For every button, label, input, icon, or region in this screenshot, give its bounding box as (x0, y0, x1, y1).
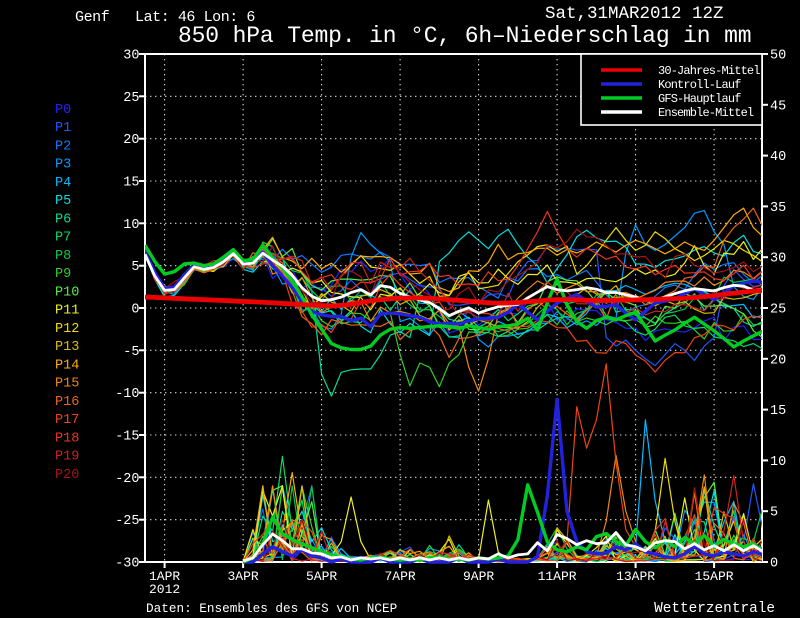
svg-text:P18: P18 (55, 431, 79, 446)
svg-text:P17: P17 (55, 413, 79, 428)
svg-text:2012: 2012 (149, 582, 180, 597)
svg-text:45: 45 (770, 99, 786, 114)
svg-text:9APR: 9APR (463, 569, 494, 584)
svg-text:15APR: 15APR (695, 569, 734, 584)
svg-text:GFS-Hauptlauf: GFS-Hauptlauf (658, 92, 741, 106)
svg-text:3APR: 3APR (227, 569, 258, 584)
svg-text:30: 30 (770, 252, 786, 267)
svg-text:P15: P15 (55, 377, 79, 392)
svg-text:35: 35 (770, 201, 786, 216)
svg-text:10: 10 (123, 218, 139, 233)
svg-text:30: 30 (123, 49, 139, 64)
svg-text:P13: P13 (55, 340, 79, 355)
svg-text:-30: -30 (115, 557, 139, 572)
svg-text:25: 25 (123, 91, 139, 106)
svg-text:Ensemble-Mittel: Ensemble-Mittel (658, 106, 754, 120)
svg-text:10: 10 (770, 455, 786, 470)
svg-text:25: 25 (770, 303, 786, 318)
svg-text:P20: P20 (55, 468, 79, 483)
svg-text:P3: P3 (55, 158, 71, 173)
svg-text:15: 15 (770, 404, 786, 419)
svg-text:40: 40 (770, 150, 786, 165)
svg-text:11APR: 11APR (538, 569, 577, 584)
svg-text:5: 5 (770, 506, 778, 521)
svg-text:5APR: 5APR (306, 569, 337, 584)
svg-text:P14: P14 (55, 358, 79, 373)
svg-text:20: 20 (770, 353, 786, 368)
svg-text:-20: -20 (115, 472, 139, 487)
svg-text:850 hPa Temp. in °C, 6h–Nieder: 850 hPa Temp. in °C, 6h–Niederschlag in … (178, 23, 751, 49)
svg-text:5: 5 (131, 260, 139, 275)
svg-text:P1: P1 (55, 121, 71, 136)
svg-text:Wetterzentrale: Wetterzentrale (654, 601, 775, 617)
svg-text:P11: P11 (55, 304, 79, 319)
svg-text:15: 15 (123, 176, 139, 191)
svg-text:P8: P8 (55, 249, 71, 264)
svg-text:-5: -5 (123, 345, 139, 360)
svg-text:P7: P7 (55, 231, 71, 246)
svg-text:-25: -25 (115, 514, 139, 529)
svg-text:Kontroll-Lauf: Kontroll-Lauf (658, 78, 741, 92)
svg-text:P10: P10 (55, 285, 79, 300)
svg-text:-15: -15 (115, 430, 139, 445)
svg-text:20: 20 (123, 133, 139, 148)
svg-text:P9: P9 (55, 267, 71, 282)
svg-text:Genf Lat: 46 Lon: 6: Genf Lat: 46 Lon: 6 (75, 9, 255, 26)
svg-text:Sat,31MAR2012 12Z: Sat,31MAR2012 12Z (545, 4, 724, 24)
svg-text:P4: P4 (55, 176, 71, 191)
svg-text:0: 0 (131, 303, 139, 318)
svg-text:13APR: 13APR (616, 569, 655, 584)
svg-text:30-Jahres-Mittel: 30-Jahres-Mittel (658, 64, 760, 78)
svg-text:50: 50 (770, 49, 786, 64)
svg-text:-10: -10 (115, 387, 139, 402)
svg-text:P0: P0 (55, 103, 71, 118)
svg-text:P6: P6 (55, 212, 71, 227)
svg-text:P19: P19 (55, 450, 79, 465)
svg-text:1APR: 1APR (149, 569, 180, 584)
svg-text:P12: P12 (55, 322, 79, 337)
svg-text:P5: P5 (55, 194, 71, 209)
svg-text:7APR: 7APR (384, 569, 415, 584)
svg-text:0: 0 (770, 557, 778, 572)
svg-text:Daten: Ensembles des GFS von N: Daten: Ensembles des GFS von NCEP (146, 601, 397, 616)
svg-text:P2: P2 (55, 139, 71, 154)
svg-text:P16: P16 (55, 395, 79, 410)
